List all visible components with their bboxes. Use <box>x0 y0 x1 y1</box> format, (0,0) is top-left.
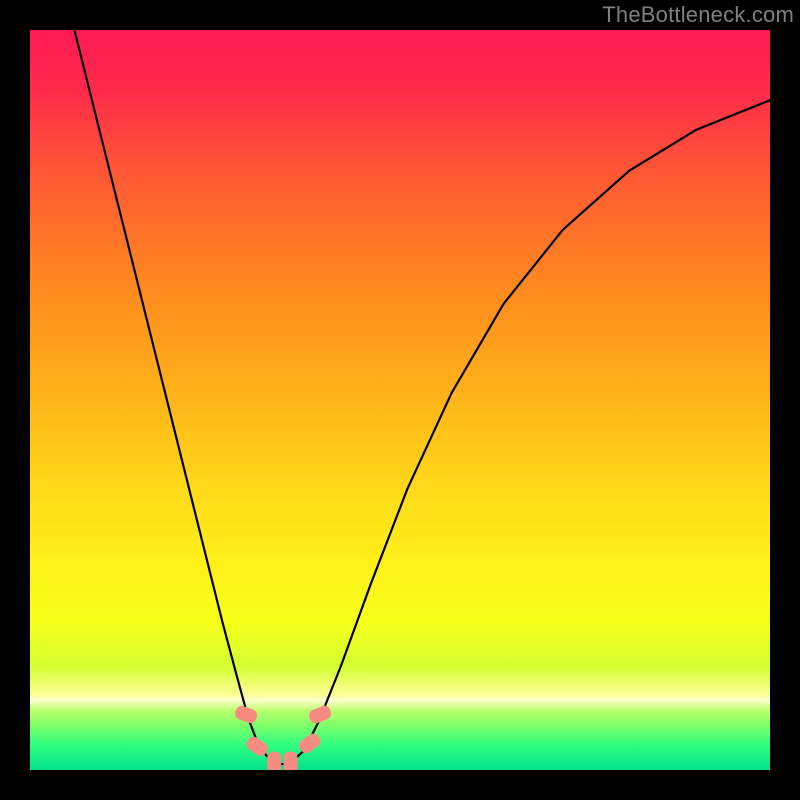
valley-marker <box>283 752 297 770</box>
watermark-text: TheBottleneck.com <box>602 0 800 28</box>
gradient-background <box>30 30 770 770</box>
bottleneck-curve-chart <box>30 30 770 770</box>
valley-marker <box>267 752 281 770</box>
chart-frame: TheBottleneck.com <box>0 0 800 800</box>
